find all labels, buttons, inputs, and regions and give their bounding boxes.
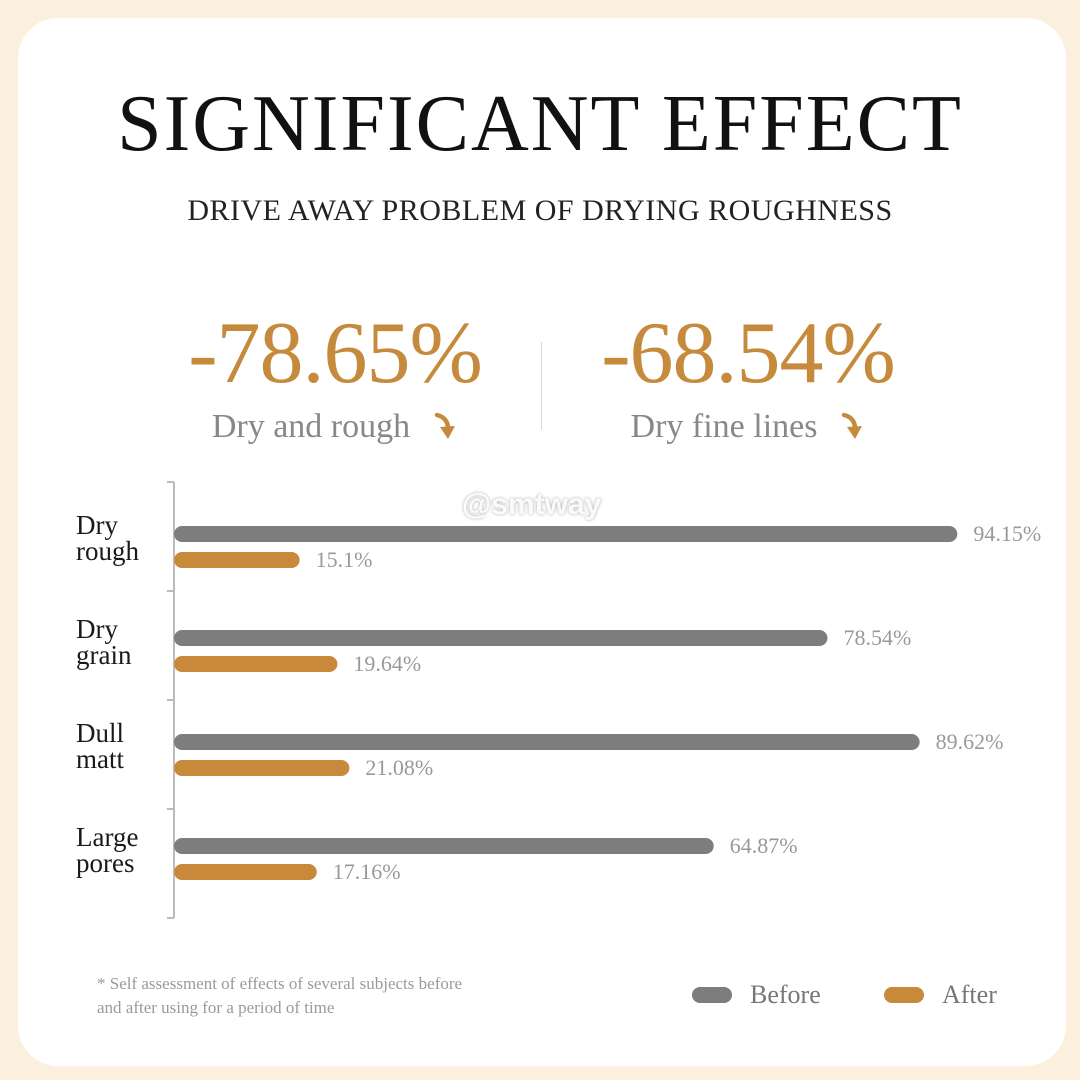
- bar-after: [174, 552, 300, 568]
- bar-before: [174, 526, 958, 542]
- watermark-text: @smtway: [462, 488, 602, 521]
- data-label: 21.08%: [365, 755, 433, 780]
- data-label: 64.87%: [730, 833, 798, 858]
- stat-label-row: Dry fine lines: [568, 410, 928, 444]
- bar-before: [174, 838, 714, 854]
- legend-swatch-before: [692, 987, 732, 1003]
- data-label: 15.1%: [316, 547, 373, 572]
- bar-after: [174, 656, 338, 672]
- category-label: Dull matt: [76, 718, 124, 774]
- category-label: Dry rough: [76, 510, 139, 566]
- stat-dry-rough: -78.65% Dry and rough: [155, 310, 515, 444]
- curved-arrow-down-icon: [434, 412, 456, 439]
- stat-label-row: Dry and rough: [155, 410, 515, 444]
- footnote: * Self assessment of effects of several …: [97, 974, 463, 1017]
- stat-label: Dry fine lines: [630, 408, 818, 445]
- legend-label: Before: [750, 980, 821, 1009]
- page-subtitle: DRIVE AWAY PROBLEM OF DRYING ROUGHNESS: [187, 194, 893, 227]
- stat-divider: [541, 342, 542, 430]
- stat-label: Dry and rough: [211, 408, 411, 445]
- category-label: Large pores: [76, 822, 138, 878]
- legend-before: Before: [692, 982, 821, 1008]
- stat-value: -78.65%: [188, 305, 483, 402]
- data-label: 78.54%: [843, 625, 911, 650]
- data-label: 19.64%: [353, 651, 421, 676]
- data-label: 94.15%: [973, 521, 1041, 546]
- bar-after: [174, 864, 317, 880]
- page-title: SIGNIFICANT EFFECT: [117, 80, 963, 168]
- category-label: Dry grain: [76, 614, 132, 670]
- legend-swatch-after: [884, 987, 924, 1003]
- bar-before: [174, 734, 920, 750]
- stat-dry-fine-lines: -68.54% Dry fine lines: [568, 310, 928, 444]
- bar-before: [174, 630, 828, 646]
- stat-value: -68.54%: [601, 305, 896, 402]
- legend-after: After: [884, 982, 997, 1008]
- legend-label: After: [942, 980, 997, 1009]
- bar-chart: Dry rough 94.15% 15.1% Dry grain 78.54% 19.64% D…: [76, 481, 1041, 919]
- data-label: 17.16%: [333, 859, 401, 884]
- curved-arrow-down-icon: [842, 412, 863, 439]
- bar-after: [174, 760, 350, 776]
- data-label: 89.62%: [936, 729, 1004, 754]
